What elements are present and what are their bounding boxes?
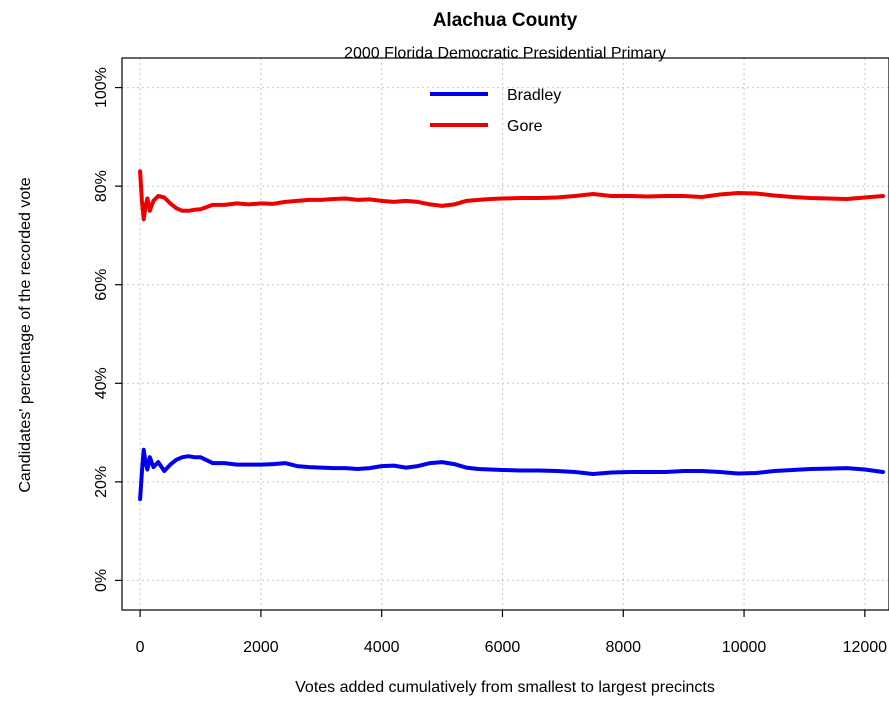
x-tick-label: 12000 — [843, 639, 888, 656]
y-axis-label: Candidates' percentage of the recorded v… — [17, 177, 34, 492]
x-tick-label: 0 — [136, 639, 145, 656]
y-tick-label: 0% — [93, 569, 110, 592]
x-axis: 0 2000 4000 6000 8000 10000 12000 — [136, 610, 888, 656]
x-tick-label: 8000 — [605, 639, 641, 656]
y-tick-label: 60% — [93, 269, 110, 301]
x-tick-label: 6000 — [485, 639, 521, 656]
series-line-bradley — [138, 447, 885, 502]
y-tick-label: 20% — [93, 466, 110, 498]
y-axis: 0% 20% 40% 60% 80% 100% — [93, 67, 122, 592]
x-axis-label: Votes added cumulatively from smallest t… — [295, 679, 715, 696]
legend-label-bradley: Bradley — [507, 87, 561, 104]
series-line-gore — [138, 169, 885, 222]
x-tick-label: 2000 — [243, 639, 279, 656]
series-lines — [138, 169, 885, 502]
x-tick-label: 4000 — [364, 639, 400, 656]
legend-label-gore: Gore — [507, 118, 543, 135]
y-tick-label: 40% — [93, 367, 110, 399]
y-tick-label: 80% — [93, 170, 110, 202]
chart-subtitle: 2000 Florida Democratic Presidential Pri… — [344, 45, 666, 62]
chart-title: Alachua County — [433, 10, 578, 31]
x-tick-label: 10000 — [722, 639, 767, 656]
grid — [122, 58, 889, 610]
y-tick-label: 100% — [93, 67, 110, 108]
plot-frame — [121, 57, 889, 611]
legend: Bradley Gore — [430, 87, 561, 135]
